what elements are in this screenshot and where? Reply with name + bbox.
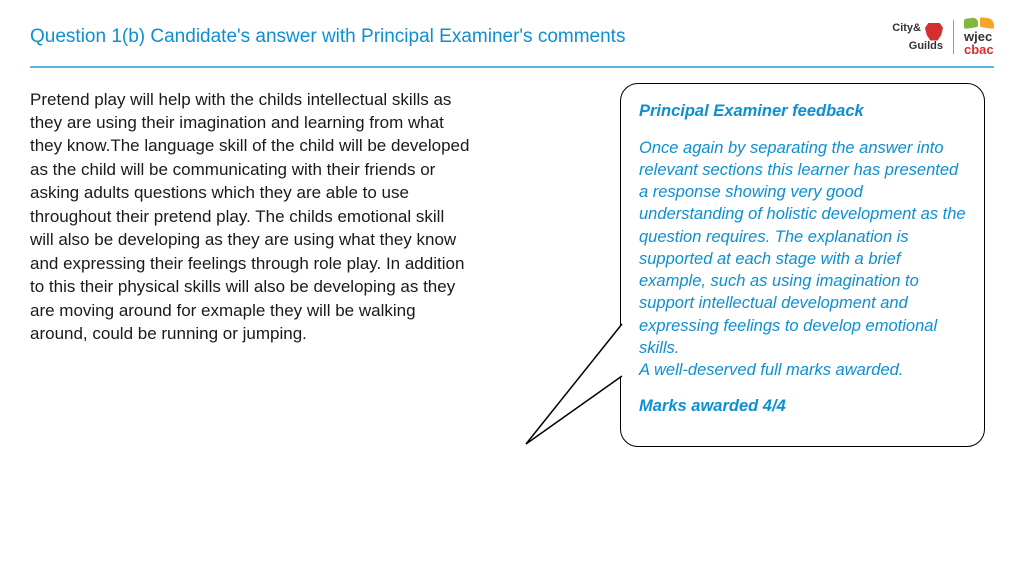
city-guilds-logo: City& Guilds <box>892 23 943 52</box>
wjec-logo: wjec cbac <box>964 18 994 56</box>
logo-guilds-text: Guilds <box>909 41 943 52</box>
page-title: Question 1(b) Candidate's answer with Pr… <box>30 26 625 48</box>
feedback-container: Principal Examiner feedback Once again b… <box>620 83 985 448</box>
feedback-marks: Marks awarded 4/4 <box>639 397 966 416</box>
book-icon <box>964 18 994 28</box>
speech-tail-icon <box>526 324 636 454</box>
feedback-body: Once again by separating the answer into… <box>639 137 966 382</box>
logos: City& Guilds wjec cbac <box>892 18 994 56</box>
candidate-answer: Pretend play will help with the childs i… <box>30 88 470 346</box>
feedback-box: Principal Examiner feedback Once again b… <box>620 83 985 448</box>
logo-city-text: City <box>892 22 913 34</box>
logo-divider <box>953 20 954 54</box>
content-area: Pretend play will help with the childs i… <box>0 68 1024 346</box>
header: Question 1(b) Candidate's answer with Pr… <box>0 0 1024 66</box>
lion-icon <box>925 23 943 41</box>
feedback-title: Principal Examiner feedback <box>639 102 966 121</box>
logo-amp-text: & <box>913 22 921 34</box>
logo-cbac-text: cbac <box>964 42 994 57</box>
